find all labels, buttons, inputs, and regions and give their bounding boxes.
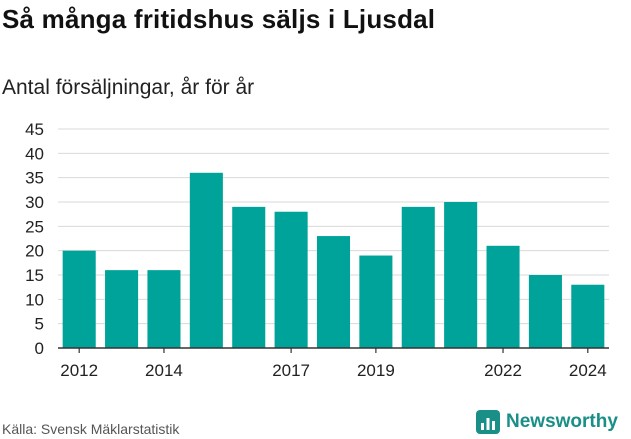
y-tick-label: 5: [35, 315, 44, 334]
y-tick-label: 45: [25, 120, 44, 139]
y-tick-label: 25: [25, 217, 44, 236]
x-tick-label: 2022: [484, 361, 522, 380]
bar: [62, 250, 96, 348]
bar: [571, 284, 605, 348]
brand-name: Newsworthy: [506, 411, 618, 432]
chart-subtitle: Antal försäljningar, år för år: [2, 76, 255, 99]
bar: [274, 211, 308, 348]
bars: [62, 172, 605, 348]
y-tick-label: 20: [25, 242, 44, 261]
y-axis: 0 5 10 15 20 25 30 35 40 45: [25, 120, 44, 358]
bar: [486, 245, 520, 348]
bar: [359, 255, 393, 348]
bar: [401, 206, 435, 348]
y-tick-label: 30: [25, 193, 44, 212]
x-tick-label: 2017: [272, 361, 310, 380]
y-tick-label: 15: [25, 266, 44, 285]
chart-title: Så många fritidshus säljs i Ljusdal: [2, 4, 436, 34]
y-tick-label: 35: [25, 169, 44, 188]
bar-chart-logo-icon: [476, 410, 500, 434]
bar: [316, 236, 351, 348]
source-note: Källa: Svensk Mäklarstatistik: [2, 421, 180, 437]
bar: [444, 202, 478, 348]
x-tick-label: 2024: [569, 361, 607, 380]
x-axis: 2012 2014 2017 2019 2022 2024: [58, 347, 609, 380]
x-tick-label: 2014: [145, 361, 183, 380]
bar: [528, 275, 562, 348]
x-tick-label: 2012: [60, 361, 98, 380]
bar: [105, 270, 139, 348]
y-tick-label: 10: [25, 290, 44, 309]
y-tick-label: 40: [25, 144, 44, 163]
bar: [189, 172, 223, 348]
y-tick-label: 0: [35, 339, 44, 358]
x-tick-label: 2019: [357, 361, 395, 380]
bar: [232, 206, 266, 348]
brand-logo: Newsworthy: [476, 410, 618, 434]
bar: [147, 270, 181, 348]
